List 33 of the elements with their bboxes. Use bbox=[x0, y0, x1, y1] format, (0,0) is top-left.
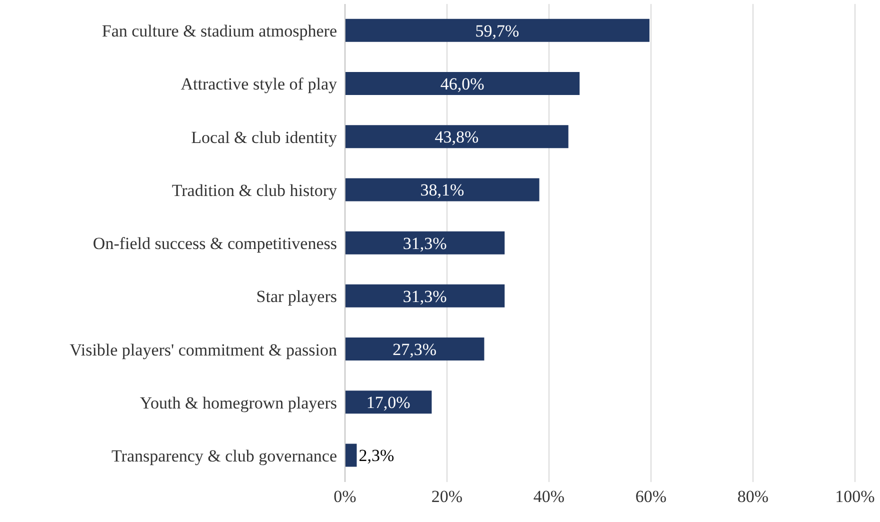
bar bbox=[345, 72, 580, 95]
y-tick-label: Fan culture & stadium atmosphere bbox=[102, 22, 337, 41]
bar bbox=[345, 231, 505, 254]
bar bbox=[345, 18, 650, 42]
data-label: 31,3% bbox=[402, 286, 447, 306]
x-tick-label: 60% bbox=[635, 487, 667, 506]
bar bbox=[345, 178, 540, 202]
data-label: 17,0% bbox=[366, 393, 410, 412]
x-tick-label: 100% bbox=[835, 487, 875, 506]
y-tick-label: Visible players' commitment & passion bbox=[70, 340, 338, 360]
y-tick-label: Transparency & club governance bbox=[112, 446, 337, 466]
bar bbox=[345, 444, 357, 467]
bar bbox=[345, 284, 505, 308]
x-tick-label: 0% bbox=[334, 487, 356, 506]
data-label: 38,1% bbox=[420, 180, 464, 200]
y-tick-label: Attractive style of play bbox=[180, 74, 338, 94]
data-label: 31,3% bbox=[402, 234, 447, 253]
data-label: 2,3% bbox=[358, 446, 394, 466]
data-label: 59,7% bbox=[475, 21, 520, 40]
y-tick-label: Star players bbox=[256, 287, 337, 306]
y-tick-label: Local & club identity bbox=[191, 128, 338, 147]
data-label: 43,8% bbox=[434, 128, 479, 147]
bar bbox=[345, 338, 484, 361]
bar bbox=[345, 125, 568, 148]
bar bbox=[345, 390, 432, 414]
data-label: 46,0% bbox=[440, 74, 484, 94]
x-tick-label: 20% bbox=[431, 487, 463, 506]
y-tick-label: On-field success & competitiveness bbox=[92, 234, 337, 254]
data-label: 27,3% bbox=[392, 340, 437, 359]
y-tick-label: Youth & homegrown players bbox=[140, 393, 337, 412]
x-tick-label: 40% bbox=[533, 487, 565, 506]
x-tick-label: 80% bbox=[737, 487, 769, 506]
y-tick-label: Tradition & club history bbox=[172, 180, 338, 200]
